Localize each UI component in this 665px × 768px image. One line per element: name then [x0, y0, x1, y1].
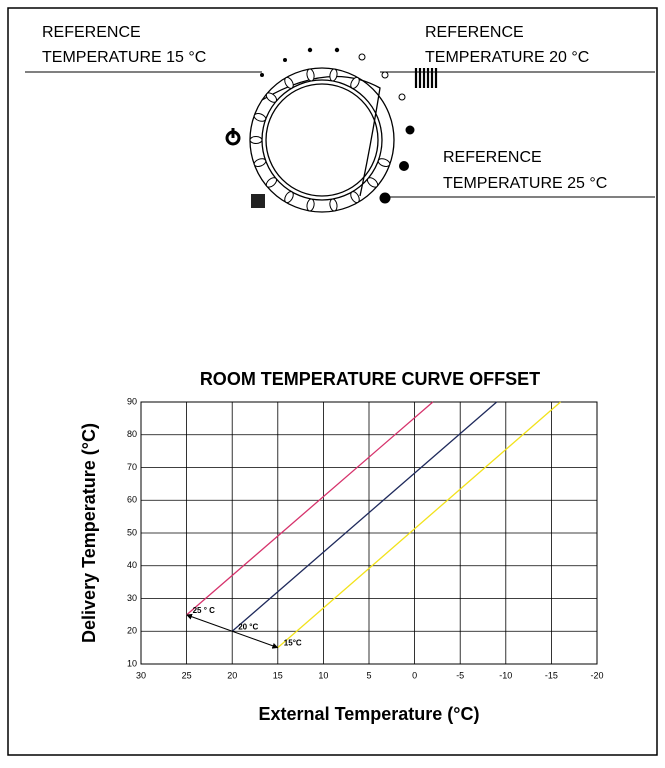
x-tick-label: -20 [590, 670, 603, 680]
dial-mark [249, 136, 263, 144]
x-tick-label: 25 [182, 670, 192, 680]
plot-frame [140, 401, 598, 665]
dial-mark [284, 76, 294, 89]
curve [277, 401, 561, 649]
frame [7, 7, 658, 756]
y-tick-label: 60 [127, 495, 137, 505]
dial-mark [329, 198, 338, 212]
dial-mark [306, 68, 315, 82]
label-20: REFERENCE [425, 24, 524, 41]
y-tick-label: 80 [127, 429, 137, 439]
dots [260, 47, 415, 204]
dial-marks [249, 68, 391, 212]
dial-mark [350, 76, 360, 89]
y-tick-label: 40 [127, 560, 137, 570]
x-tick-label: 10 [318, 670, 328, 680]
curve-label: 20 °C [238, 622, 258, 631]
label-20: TEMPERATURE 20 °C [425, 49, 589, 66]
x-tick-label: 30 [136, 670, 146, 680]
y-tick-label: 90 [127, 396, 137, 406]
dial-mark [265, 92, 278, 103]
label-25: REFERENCE [443, 149, 542, 166]
y-tick-label: 50 [127, 527, 137, 537]
x-tick-label: 5 [366, 670, 371, 680]
dial-mark [306, 198, 315, 212]
y-tick-label: 20 [127, 626, 137, 636]
x-tick-label: -10 [499, 670, 512, 680]
x-tick-label: 0 [412, 670, 417, 680]
dial-mark [253, 113, 267, 122]
dial-mark [377, 158, 391, 167]
curve-label: 25 ° C [193, 606, 216, 615]
dial-mark [253, 158, 267, 167]
curve [231, 401, 498, 632]
radiator-icon [414, 68, 438, 88]
label-25: TEMPERATURE 25 °C [443, 175, 607, 192]
label-15: TEMPERATURE 15 °C [42, 49, 206, 66]
x-tick-label: -15 [545, 670, 558, 680]
y-axis-title: Delivery Temperature (°C) [79, 423, 99, 643]
y-tick-label: 70 [127, 462, 137, 472]
offset-arrow [186, 613, 233, 632]
dial [249, 67, 395, 213]
dial-mark [284, 191, 294, 204]
dial-mark [265, 177, 278, 188]
dial-mark [329, 68, 338, 82]
power-icon [225, 128, 241, 146]
curve-label: 15°C [284, 639, 302, 648]
x-tick-label: -5 [456, 670, 464, 680]
curve [186, 401, 434, 616]
y-tick-label: 10 [127, 658, 137, 668]
dial-mark [366, 177, 379, 188]
x-tick-label: 15 [273, 670, 283, 680]
offset-arrow [232, 630, 279, 649]
x-axis-title: External Temperature (°C) [259, 704, 480, 724]
chart-title: ROOM TEMPERATURE CURVE OFFSET [200, 369, 540, 389]
x-tick-label: 20 [227, 670, 237, 680]
label-15: REFERENCE [42, 24, 141, 41]
y-tick-label: 30 [127, 593, 137, 603]
dial-mark [350, 191, 360, 204]
square-icon [251, 194, 265, 208]
